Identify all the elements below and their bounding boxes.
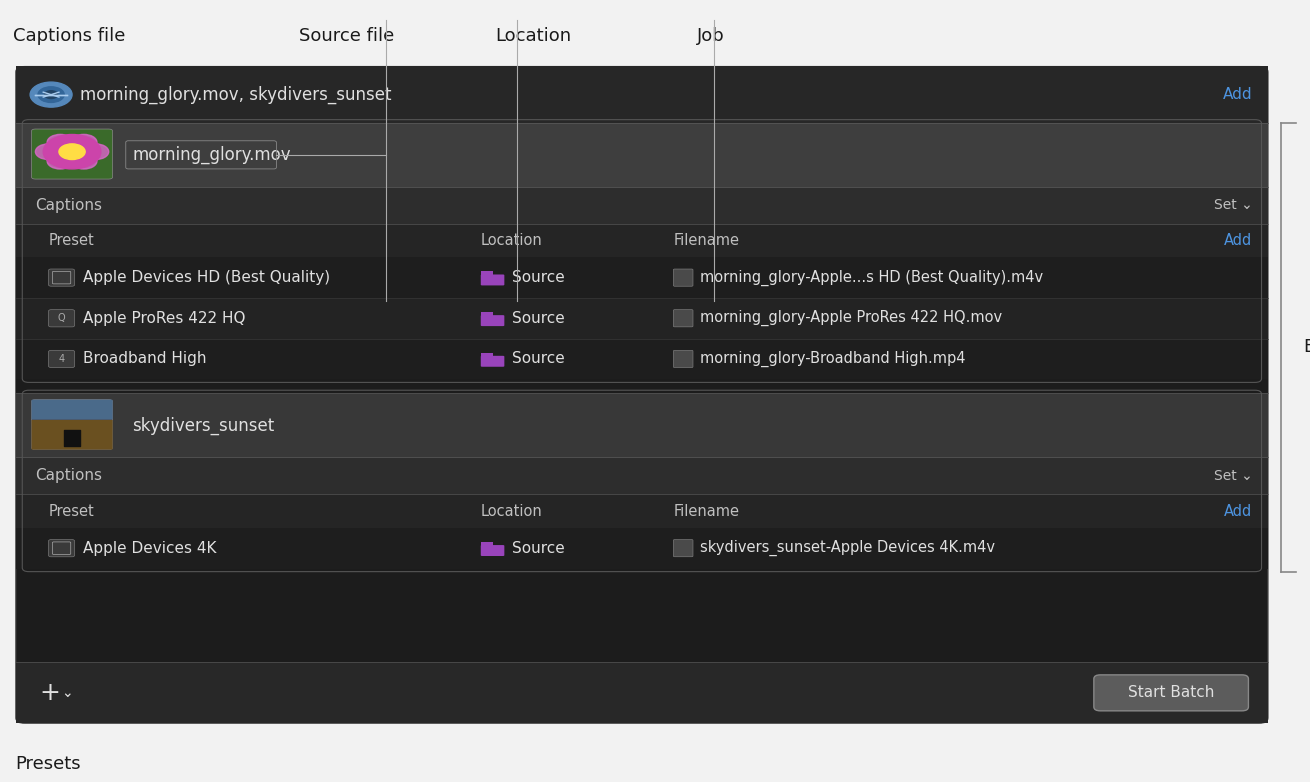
Bar (16, 339, 1268, 379)
Text: Captions: Captions (35, 468, 102, 483)
Text: Job: Job (697, 27, 724, 45)
FancyBboxPatch shape (48, 540, 75, 557)
Circle shape (59, 144, 85, 160)
Bar (16, 393, 1268, 457)
Text: Start Batch: Start Batch (1128, 685, 1214, 701)
FancyBboxPatch shape (31, 420, 113, 450)
FancyBboxPatch shape (31, 400, 113, 450)
Text: Presets: Presets (16, 755, 81, 773)
Text: Captions: Captions (35, 198, 102, 213)
Text: Source: Source (512, 540, 565, 556)
Circle shape (71, 135, 97, 150)
Circle shape (38, 87, 64, 102)
Text: Location: Location (495, 27, 571, 45)
Text: Source: Source (512, 310, 565, 326)
FancyBboxPatch shape (1094, 675, 1248, 711)
Text: ⌄: ⌄ (62, 686, 73, 700)
Bar (16, 224, 1268, 257)
Text: morning_glory-Apple ProRes 422 HQ.mov: morning_glory-Apple ProRes 422 HQ.mov (700, 310, 1002, 326)
Text: morning_glory-Apple...s HD (Best Quality).m4v: morning_glory-Apple...s HD (Best Quality… (700, 270, 1043, 285)
Circle shape (30, 82, 72, 107)
Circle shape (83, 144, 109, 160)
Text: Add: Add (1224, 504, 1252, 518)
Text: Apple ProRes 422 HQ: Apple ProRes 422 HQ (83, 310, 245, 326)
Text: Source: Source (512, 351, 565, 367)
Text: skydivers_sunset-Apple Devices 4K.m4v: skydivers_sunset-Apple Devices 4K.m4v (700, 540, 994, 556)
Bar (16, 257, 1268, 298)
FancyBboxPatch shape (48, 310, 75, 327)
FancyBboxPatch shape (16, 66, 1268, 723)
Text: Location: Location (481, 504, 542, 518)
Text: Batch: Batch (1302, 338, 1310, 357)
Bar (16, 662, 1268, 723)
Circle shape (47, 135, 73, 150)
Bar (16, 123, 1268, 187)
FancyBboxPatch shape (48, 350, 75, 368)
Bar (16, 66, 1268, 123)
Text: +: + (39, 681, 60, 705)
Text: Preset: Preset (48, 233, 94, 248)
Circle shape (35, 144, 62, 160)
FancyBboxPatch shape (673, 350, 693, 368)
Text: Preset: Preset (48, 504, 94, 518)
FancyBboxPatch shape (673, 540, 693, 557)
Bar (481, 542, 493, 547)
FancyBboxPatch shape (481, 274, 504, 285)
FancyBboxPatch shape (31, 400, 113, 420)
Text: Filename: Filename (673, 504, 739, 518)
Bar (16, 187, 1268, 224)
FancyBboxPatch shape (673, 269, 693, 286)
Bar (16, 379, 1268, 393)
Circle shape (45, 91, 58, 99)
Text: Set ⌄: Set ⌄ (1213, 469, 1252, 482)
Text: morning_glory.mov, skydivers_sunset: morning_glory.mov, skydivers_sunset (80, 85, 392, 104)
FancyBboxPatch shape (48, 269, 75, 286)
FancyBboxPatch shape (481, 545, 504, 556)
Text: morning_glory-Broadband High.mp4: morning_glory-Broadband High.mp4 (700, 351, 965, 367)
Bar (16, 298, 1268, 339)
Text: Broadband High: Broadband High (83, 351, 206, 367)
Text: Add: Add (1224, 233, 1252, 248)
Bar (481, 271, 493, 276)
Circle shape (47, 153, 73, 169)
Text: Add: Add (1222, 87, 1252, 102)
Text: 4: 4 (59, 354, 64, 364)
Circle shape (71, 153, 97, 169)
Text: Captions file: Captions file (13, 27, 126, 45)
Text: Source: Source (512, 270, 565, 285)
Bar (16, 457, 1268, 494)
Bar (16, 494, 1268, 528)
Text: skydivers_sunset: skydivers_sunset (132, 416, 275, 435)
Bar (16, 528, 1268, 569)
FancyBboxPatch shape (673, 310, 693, 327)
Text: Source file: Source file (299, 27, 394, 45)
FancyBboxPatch shape (481, 356, 504, 367)
Text: Location: Location (481, 233, 542, 248)
Bar (481, 312, 493, 317)
FancyBboxPatch shape (31, 129, 113, 179)
Bar (481, 353, 493, 357)
Text: Set ⌄: Set ⌄ (1213, 199, 1252, 212)
Text: morning_glory.mov: morning_glory.mov (132, 145, 291, 164)
Text: Filename: Filename (673, 233, 739, 248)
Text: Q: Q (58, 314, 66, 323)
Circle shape (43, 135, 101, 169)
Text: Apple Devices 4K: Apple Devices 4K (83, 540, 216, 556)
FancyBboxPatch shape (481, 315, 504, 326)
Text: Apple Devices HD (Best Quality): Apple Devices HD (Best Quality) (83, 270, 330, 285)
